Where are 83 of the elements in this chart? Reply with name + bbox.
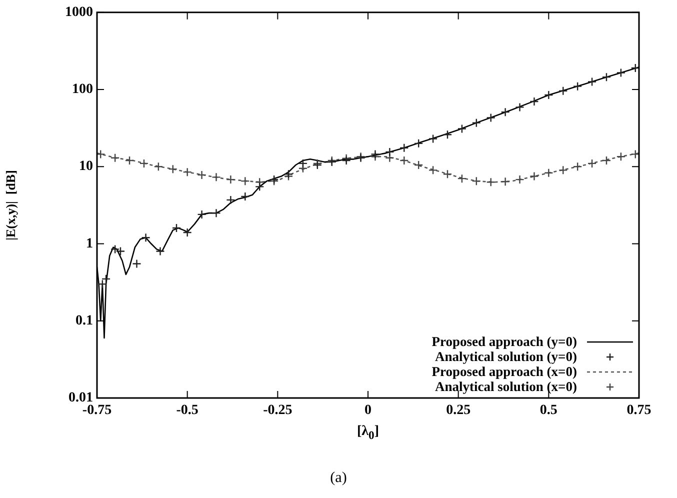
point <box>197 170 206 180</box>
text: (a) <box>329 470 348 487</box>
point <box>156 246 165 256</box>
point <box>182 228 192 238</box>
point <box>457 174 467 184</box>
point <box>101 274 111 284</box>
point <box>370 150 380 159</box>
point <box>515 174 524 184</box>
point <box>616 152 626 162</box>
point <box>255 182 264 192</box>
point <box>544 168 554 178</box>
point <box>572 162 582 172</box>
legend-label: Analytical solution (y=0) <box>435 349 577 364</box>
point <box>182 167 192 177</box>
y-tick-label: 1 <box>86 236 93 252</box>
y-tick-label: 1000 <box>65 5 93 20</box>
point <box>212 208 221 218</box>
x-tick-label: 0 <box>364 403 372 418</box>
point <box>530 172 539 181</box>
point <box>472 118 481 128</box>
point <box>226 195 236 205</box>
point <box>212 172 221 182</box>
point <box>558 86 568 96</box>
point <box>414 138 424 148</box>
point <box>154 162 164 172</box>
point <box>442 130 452 140</box>
point <box>630 63 639 73</box>
point <box>385 147 394 157</box>
point <box>486 113 496 122</box>
point <box>124 156 134 166</box>
x-tick-label: 0.5 <box>540 403 558 418</box>
point <box>486 178 496 187</box>
point <box>515 102 524 112</box>
point <box>110 153 120 162</box>
y-tick-label: 0.1 <box>76 313 93 328</box>
point <box>544 90 554 100</box>
x-tick-label: 0.25 <box>446 403 471 418</box>
y-tick-label: 10 <box>79 159 93 174</box>
point <box>630 150 639 159</box>
point <box>457 124 467 134</box>
point <box>385 153 394 162</box>
y-axis-title: |E(x,y)| [dB] <box>3 170 18 240</box>
point <box>500 107 510 117</box>
point <box>572 82 582 91</box>
point <box>139 158 149 168</box>
point <box>226 174 236 184</box>
legend-label: Proposed approach (y=0) <box>432 334 577 349</box>
point <box>428 166 438 175</box>
point <box>530 96 539 106</box>
point <box>414 160 424 170</box>
x-tick-label: -0.25 <box>263 403 292 418</box>
x-axis-title: [λ$_{0}$] <box>356 424 380 442</box>
point <box>197 210 206 220</box>
point <box>240 192 250 202</box>
point <box>400 143 409 152</box>
point <box>141 233 150 242</box>
point <box>587 77 597 86</box>
point <box>602 72 612 82</box>
point <box>298 158 308 168</box>
point <box>97 150 106 159</box>
point <box>602 156 612 166</box>
x-tick-label: -0.5 <box>176 403 198 418</box>
point <box>168 164 178 174</box>
y-tick-label: 100 <box>72 82 93 98</box>
line-series <box>97 152 639 183</box>
y-tick-label: 0.01 <box>68 390 93 406</box>
point <box>98 279 108 289</box>
legend-label: Analytical solution (x=0) <box>435 379 577 394</box>
point <box>500 176 510 186</box>
point <box>240 176 250 186</box>
point <box>172 223 182 233</box>
point <box>558 166 568 175</box>
point <box>342 156 351 166</box>
x-tick-label: 0.75 <box>626 403 652 418</box>
legend-label: Proposed approach (x=0) <box>432 364 577 379</box>
point <box>132 259 142 268</box>
point <box>472 176 481 186</box>
point <box>587 158 597 168</box>
point <box>400 156 409 166</box>
point <box>428 134 438 144</box>
point <box>616 68 626 78</box>
point <box>442 170 452 179</box>
x-tick-label: -0.75 <box>82 403 112 418</box>
